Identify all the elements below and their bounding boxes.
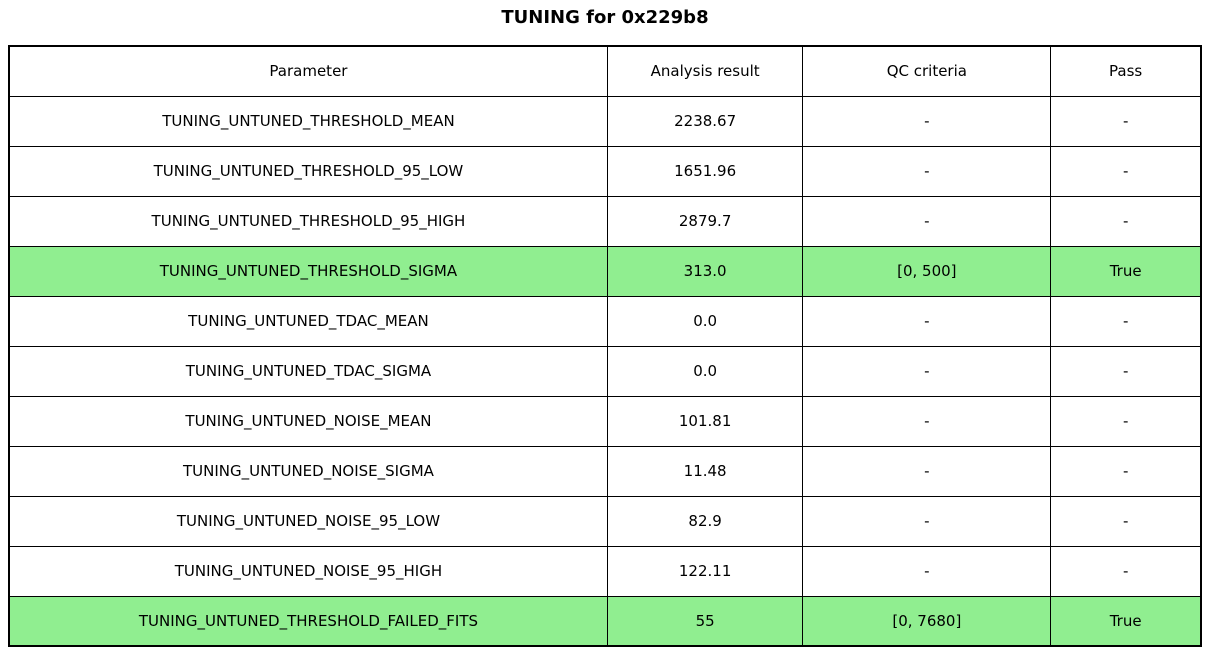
parameter-cell: TUNING_UNTUNED_THRESHOLD_SIGMA xyxy=(8,245,608,297)
analysis-result-cell: 1651.96 xyxy=(606,145,804,197)
page-title: TUNING for 0x229b8 xyxy=(501,7,709,28)
parameter-cell: TUNING_UNTUNED_NOISE_MEAN xyxy=(8,395,608,447)
analysis-result-cell: 2238.67 xyxy=(606,95,804,147)
parameter-cell: TUNING_UNTUNED_THRESHOLD_FAILED_FITS xyxy=(8,595,608,647)
analysis-result-cell: 55 xyxy=(606,595,804,647)
pass-cell: - xyxy=(1050,445,1202,497)
qc-table-body: TUNING_UNTUNED_THRESHOLD_MEAN 2238.67 - … xyxy=(8,95,1202,647)
header-row: Parameter Analysis result QC criteria Pa… xyxy=(8,45,1202,97)
pass-cell: - xyxy=(1050,345,1202,397)
column-header-qc-criteria: QC criteria xyxy=(802,45,1052,97)
qc-criteria-cell: - xyxy=(802,345,1052,397)
analysis-result-cell: 82.9 xyxy=(606,495,804,547)
pass-cell: - xyxy=(1050,195,1202,247)
parameter-cell: TUNING_UNTUNED_NOISE_95_LOW xyxy=(8,495,608,547)
analysis-result-cell: 122.11 xyxy=(606,545,804,597)
pass-cell: - xyxy=(1050,545,1202,597)
table-row: TUNING_UNTUNED_NOISE_SIGMA 11.48 - - xyxy=(8,445,1202,497)
column-header-pass: Pass xyxy=(1050,45,1202,97)
parameter-cell: TUNING_UNTUNED_THRESHOLD_95_HIGH xyxy=(8,195,608,247)
table-row: TUNING_UNTUNED_NOISE_MEAN 101.81 - - xyxy=(8,395,1202,447)
qc-criteria-cell: - xyxy=(802,145,1052,197)
parameter-cell: TUNING_UNTUNED_THRESHOLD_95_LOW xyxy=(8,145,608,197)
pass-cell: - xyxy=(1050,95,1202,147)
qc-results-table: Parameter Analysis result QC criteria Pa… xyxy=(8,45,1202,647)
analysis-result-cell: 0.0 xyxy=(606,295,804,347)
analysis-result-cell: 11.48 xyxy=(606,445,804,497)
qc-criteria-cell: - xyxy=(802,295,1052,347)
qc-criteria-cell: [0, 500] xyxy=(802,245,1052,297)
qc-criteria-cell: - xyxy=(802,495,1052,547)
pass-cell: True xyxy=(1050,595,1202,647)
qc-criteria-cell: - xyxy=(802,445,1052,497)
table-row: TUNING_UNTUNED_THRESHOLD_FAILED_FITS 55 … xyxy=(8,595,1202,647)
qc-criteria-cell: - xyxy=(802,545,1052,597)
column-header-analysis-result: Analysis result xyxy=(606,45,804,97)
table-row: TUNING_UNTUNED_NOISE_95_HIGH 122.11 - - xyxy=(8,545,1202,597)
table-row: TUNING_UNTUNED_THRESHOLD_95_LOW 1651.96 … xyxy=(8,145,1202,197)
qc-criteria-cell: [0, 7680] xyxy=(802,595,1052,647)
analysis-result-cell: 0.0 xyxy=(606,345,804,397)
pass-cell: True xyxy=(1050,245,1202,297)
analysis-result-cell: 2879.7 xyxy=(606,195,804,247)
table-row: TUNING_UNTUNED_THRESHOLD_SIGMA 313.0 [0,… xyxy=(8,245,1202,297)
table-row: TUNING_UNTUNED_TDAC_SIGMA 0.0 - - xyxy=(8,345,1202,397)
table-row: TUNING_UNTUNED_NOISE_95_LOW 82.9 - - xyxy=(8,495,1202,547)
parameter-cell: TUNING_UNTUNED_THRESHOLD_MEAN xyxy=(8,95,608,147)
parameter-cell: TUNING_UNTUNED_NOISE_SIGMA xyxy=(8,445,608,497)
analysis-result-cell: 101.81 xyxy=(606,395,804,447)
parameter-cell: TUNING_UNTUNED_TDAC_MEAN xyxy=(8,295,608,347)
pass-cell: - xyxy=(1050,395,1202,447)
qc-criteria-cell: - xyxy=(802,195,1052,247)
table-row: TUNING_UNTUNED_TDAC_MEAN 0.0 - - xyxy=(8,295,1202,347)
qc-criteria-cell: - xyxy=(802,395,1052,447)
table-row: TUNING_UNTUNED_THRESHOLD_95_HIGH 2879.7 … xyxy=(8,195,1202,247)
table-row: TUNING_UNTUNED_THRESHOLD_MEAN 2238.67 - … xyxy=(8,95,1202,147)
parameter-cell: TUNING_UNTUNED_NOISE_95_HIGH xyxy=(8,545,608,597)
parameter-cell: TUNING_UNTUNED_TDAC_SIGMA xyxy=(8,345,608,397)
pass-cell: - xyxy=(1050,295,1202,347)
qc-criteria-cell: - xyxy=(802,95,1052,147)
column-header-parameter: Parameter xyxy=(8,45,608,97)
pass-cell: - xyxy=(1050,495,1202,547)
analysis-result-cell: 313.0 xyxy=(606,245,804,297)
qc-table-header: Parameter Analysis result QC criteria Pa… xyxy=(8,45,1202,97)
pass-cell: - xyxy=(1050,145,1202,197)
